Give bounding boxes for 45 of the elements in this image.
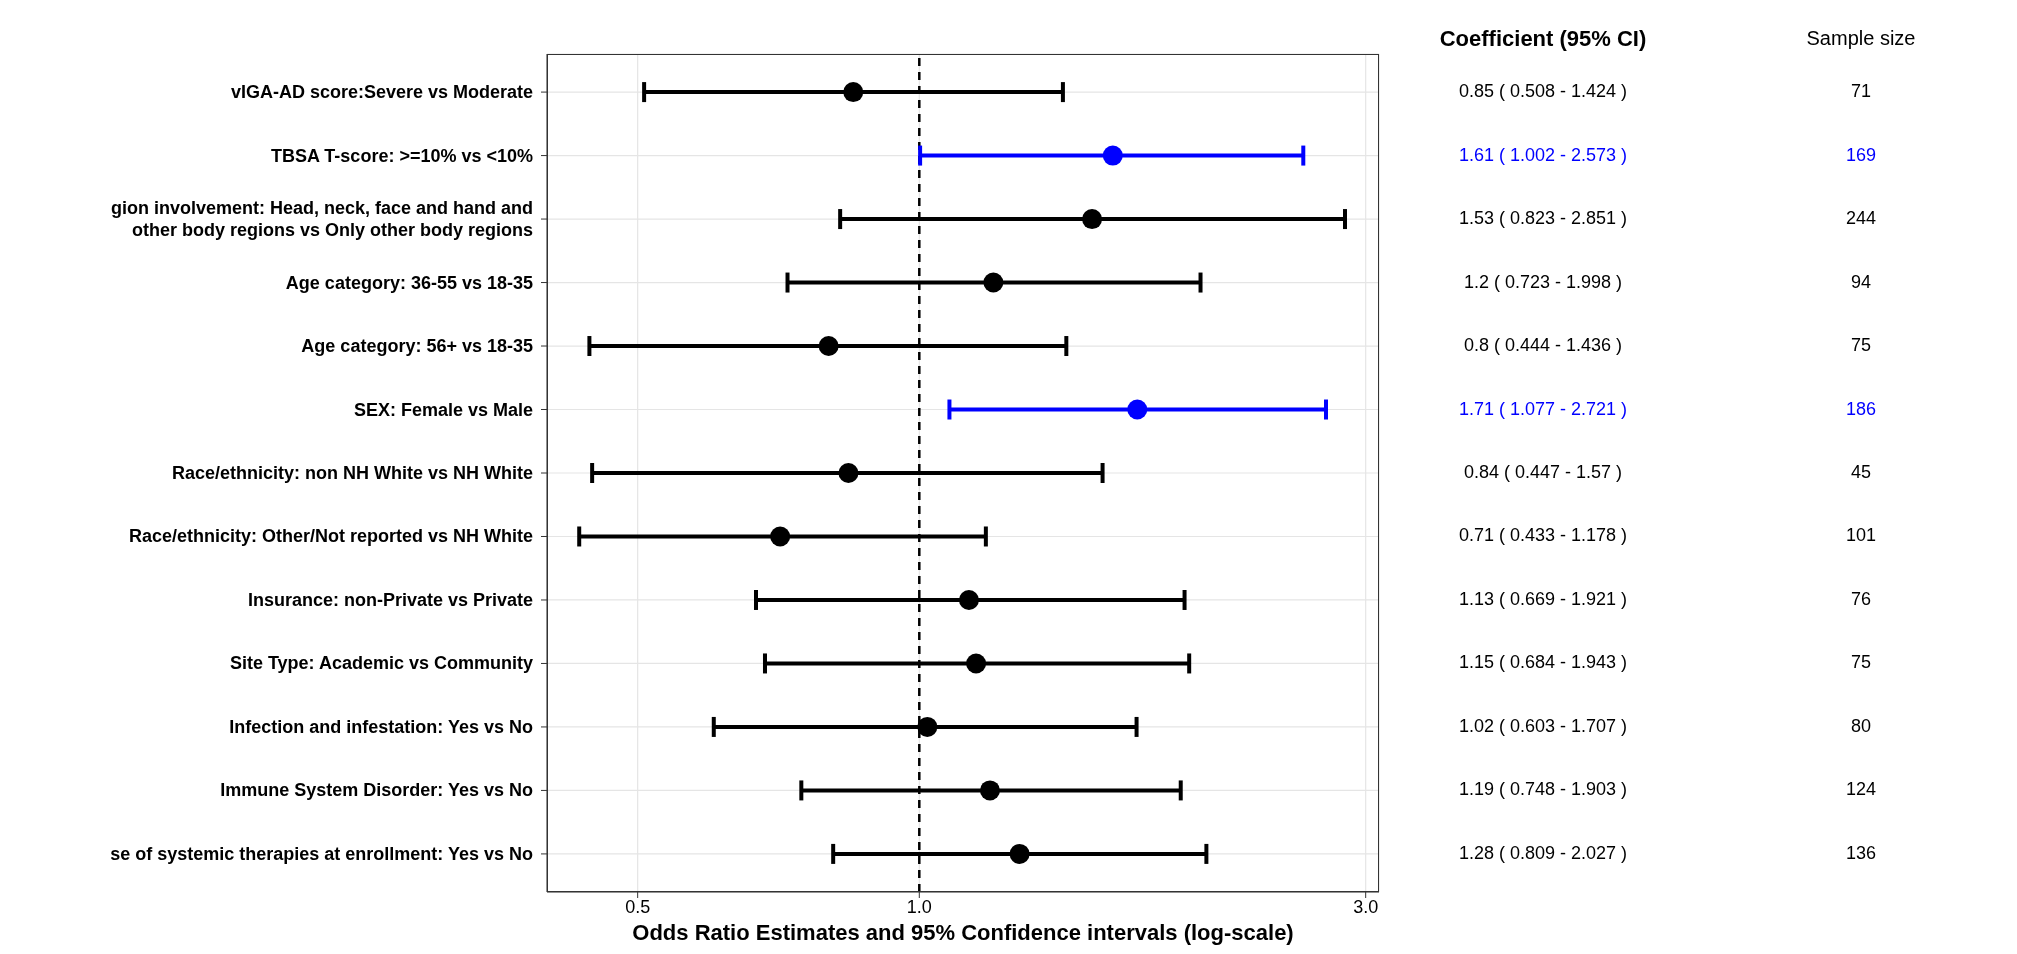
data-label: 1.15 ( 0.684 - 1.943 ) [1457,652,1629,674]
data-label: 1.19 ( 0.748 - 1.903 ) [1457,779,1629,801]
x-axis-title: Odds Ratio Estimates and 95% Confidence intervals (log-scale) [631,920,1295,946]
x-tick-label: 0.5 [625,896,651,917]
y-tick-label: Race/ethnicity: non NH White vs NH White [171,463,533,483]
y-tick-label: TBSA T-score: >=10% vs <10% [271,145,533,166]
data-label: 1.2 ( 0.723 - 1.998 ) [1462,271,1624,293]
y-tick-label: se of systemic therapies at enrollment: Yes vs No [110,843,533,864]
text: 244 [1844,208,1877,230]
text: 101 [1844,525,1877,547]
y-tick-label: Insurance: non-Private vs Private [247,589,533,610]
text: 75 [1850,335,1872,357]
text: 136 [1844,842,1877,864]
text: 124 [1844,779,1877,801]
data-label: 0.8 ( 0.444 - 1.436 ) [1462,335,1624,357]
text: 76 [1850,588,1872,610]
text: 71 [1850,81,1872,103]
y-tick-label: Infection and infestation: Yes vs No [229,716,533,737]
x-tick-label: 3.0 [1353,896,1379,917]
text: 80 [1850,715,1872,737]
text: 75 [1850,652,1872,674]
text: 94 [1850,271,1872,293]
y-tick-label: Age category: 56+ vs 18-35 [301,336,533,357]
y-tick-label: gion involvement: Head, neck, face and hand and other body regions vs Only other body regions [110,198,533,241]
data-label: 1.61 ( 1.002 - 2.573 ) [1457,144,1629,166]
data-label: 1.53 ( 0.823 - 2.851 ) [1457,208,1629,230]
data-label: 1.71 ( 1.077 - 2.721 ) [1457,398,1629,420]
y-tick-label: Age category: 36-55 vs 18-35 [285,272,533,293]
x-tick-label: 1.0 [906,896,932,917]
y-tick-label: Site Type: Academic vs Community [229,653,533,674]
text: 45 [1850,462,1872,483]
text: Coefficient (95% CI) [1438,26,1648,52]
data-label: 0.71 ( 0.433 - 1.178 ) [1457,525,1629,547]
data-label: 1.28 ( 0.809 - 2.027 ) [1457,842,1629,864]
text: 169 [1844,144,1877,166]
text: Sample size [1805,27,1917,50]
data-label: 0.84 ( 0.447 - 1.57 ) [1462,462,1624,483]
data-label: 1.02 ( 0.603 - 1.707 ) [1457,715,1629,737]
y-tick-label: Immune System Disorder: Yes vs No [220,780,533,801]
y-tick-label: SEX: Female vs Male [353,399,533,420]
data-label: 1.13 ( 0.669 - 1.921 ) [1457,588,1629,610]
y-tick-label: Race/ethnicity: Other/Not reported vs NH White [128,526,533,547]
y-tick-label: vIGA-AD score:Severe vs Moderate [230,82,533,103]
data-label: 0.85 ( 0.508 - 1.424 ) [1457,81,1629,103]
text: 186 [1844,398,1877,420]
